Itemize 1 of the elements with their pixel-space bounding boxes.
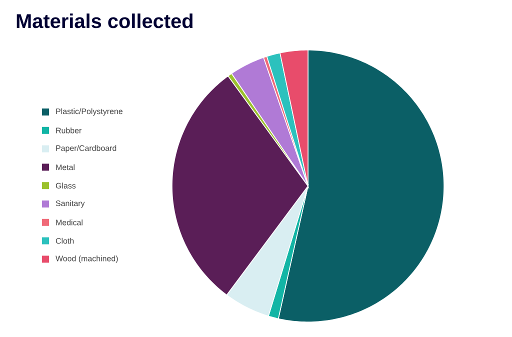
chart-title: Materials collected: [16, 14, 192, 28]
